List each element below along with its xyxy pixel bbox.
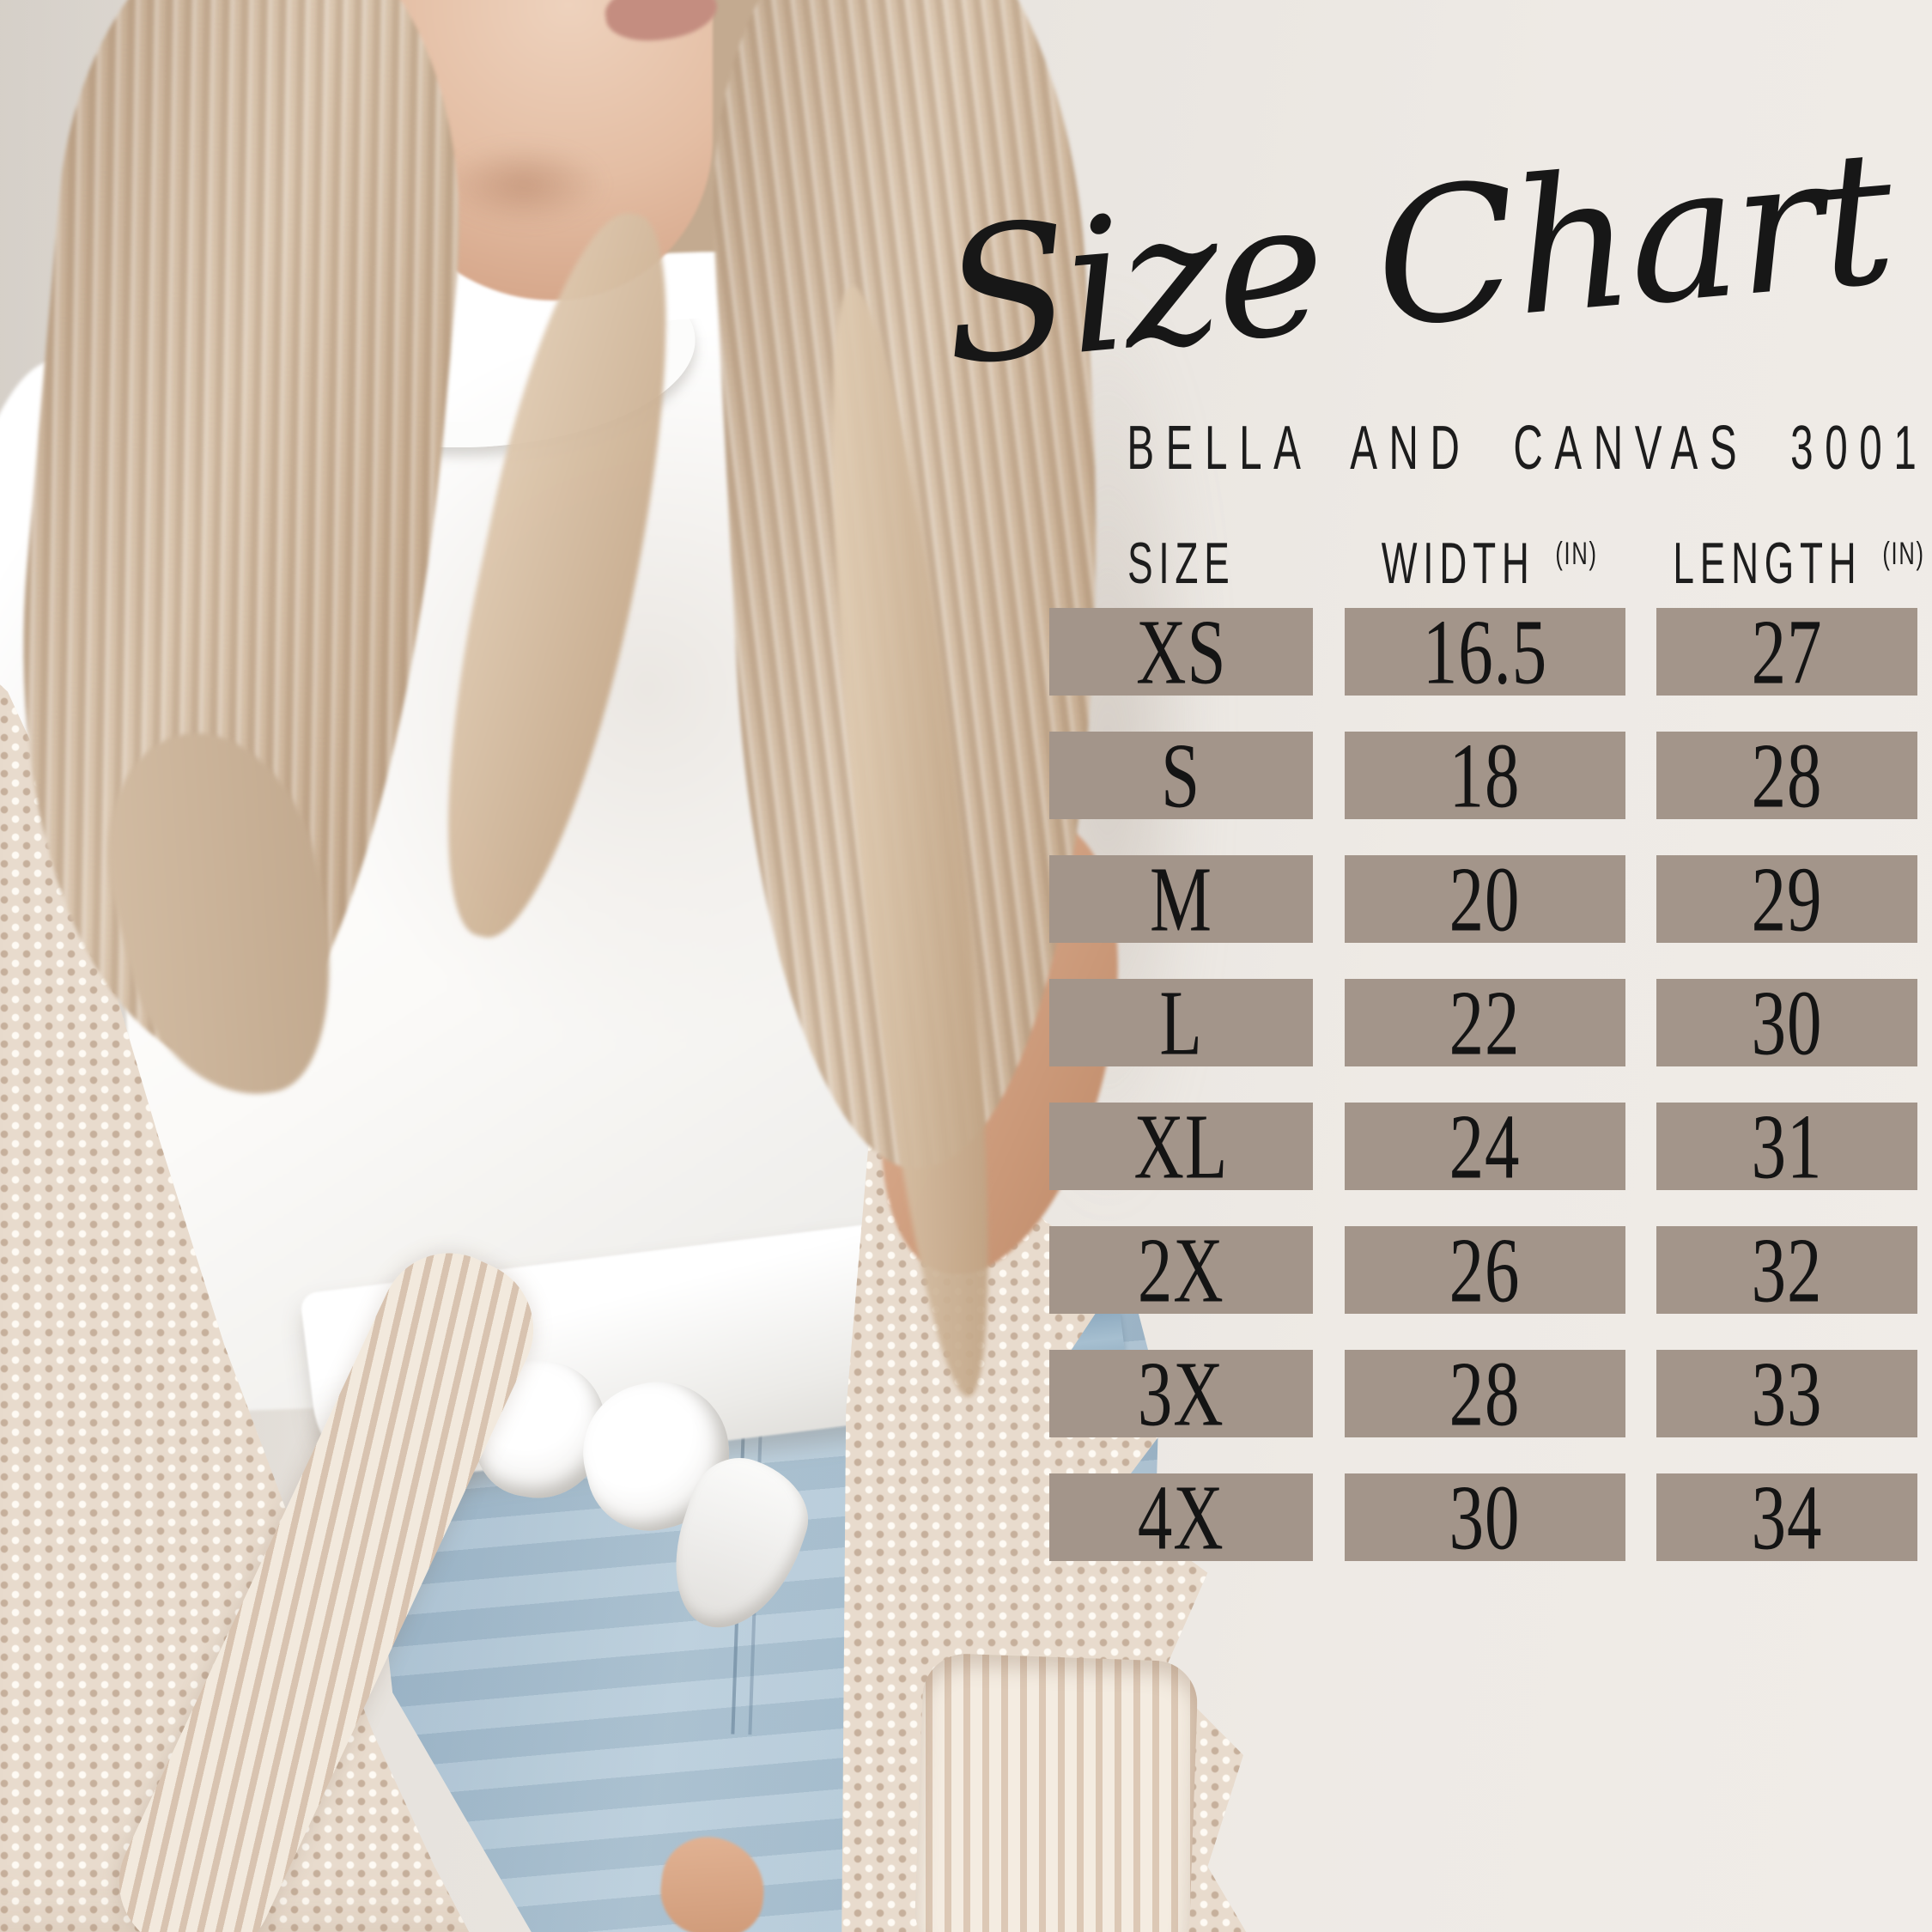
column-header-label: SIZE bbox=[1127, 532, 1236, 597]
length-cell: 33 bbox=[1656, 1342, 1917, 1445]
size-table: SIZE WIDTH (IN) LENGTH (IN) XS 16.5 27 S … bbox=[1049, 532, 1923, 1597]
size-value: 4X bbox=[1138, 1465, 1224, 1570]
column-header-width: WIDTH (IN) bbox=[1345, 532, 1625, 598]
column-header-label: LENGTH bbox=[1673, 532, 1862, 597]
table-row: M 20 29 bbox=[1049, 848, 1917, 951]
column-header-size: SIZE bbox=[1049, 532, 1313, 598]
length-cell: 27 bbox=[1656, 600, 1917, 703]
size-value: 2X bbox=[1138, 1218, 1224, 1322]
size-cell: 4X bbox=[1049, 1466, 1313, 1569]
size-value: M bbox=[1150, 847, 1212, 951]
width-cell: 26 bbox=[1344, 1218, 1625, 1321]
table-row: L 22 30 bbox=[1049, 971, 1917, 1074]
table-row: S 18 28 bbox=[1049, 724, 1917, 827]
size-cell: XL bbox=[1049, 1095, 1313, 1198]
size-cell: L bbox=[1049, 971, 1313, 1074]
column-header-unit: (IN) bbox=[1882, 536, 1925, 572]
page-title: Size Chart bbox=[935, 59, 1899, 457]
width-cell: 18 bbox=[1344, 724, 1625, 827]
column-header-label: WIDTH bbox=[1381, 532, 1535, 597]
subtitle-text: BELLA AND CANVAS 3001 bbox=[1127, 411, 1929, 483]
column-header-length: LENGTH (IN) bbox=[1656, 532, 1923, 598]
length-cell: 29 bbox=[1656, 848, 1917, 951]
size-value: 3X bbox=[1138, 1341, 1224, 1446]
size-cell: XS bbox=[1049, 600, 1313, 703]
length-cell: 28 bbox=[1656, 724, 1917, 827]
width-value: 24 bbox=[1449, 1094, 1521, 1199]
length-value: 31 bbox=[1751, 1094, 1823, 1199]
size-value: S bbox=[1161, 723, 1201, 828]
table-row: 4X 30 34 bbox=[1049, 1466, 1917, 1569]
length-cell: 30 bbox=[1656, 971, 1917, 1074]
table-row: XS 16.5 27 bbox=[1049, 600, 1917, 703]
width-value: 18 bbox=[1449, 723, 1521, 828]
subtitle: BELLA AND CANVAS 3001 bbox=[1056, 412, 1917, 483]
table-header-row: SIZE WIDTH (IN) LENGTH (IN) bbox=[1049, 532, 1923, 608]
length-value: 34 bbox=[1751, 1465, 1823, 1570]
size-cell: S bbox=[1049, 724, 1313, 827]
size-cell: 3X bbox=[1049, 1342, 1313, 1445]
length-value: 27 bbox=[1751, 599, 1823, 704]
width-value: 22 bbox=[1449, 970, 1521, 1075]
length-value: 29 bbox=[1751, 847, 1823, 951]
table-row: 2X 26 32 bbox=[1049, 1218, 1917, 1321]
size-value: XL bbox=[1133, 1094, 1229, 1199]
table-row: XL 24 31 bbox=[1049, 1095, 1917, 1198]
page-title-text: Size Chart bbox=[934, 108, 1899, 407]
width-value: 16.5 bbox=[1422, 599, 1547, 704]
width-value: 20 bbox=[1449, 847, 1521, 951]
length-cell: 31 bbox=[1656, 1095, 1917, 1198]
size-cell: M bbox=[1049, 848, 1313, 951]
size-cell: 2X bbox=[1049, 1218, 1313, 1321]
width-cell: 30 bbox=[1344, 1466, 1625, 1569]
width-value: 30 bbox=[1449, 1465, 1521, 1570]
length-value: 30 bbox=[1751, 970, 1823, 1075]
size-value: XS bbox=[1135, 599, 1227, 704]
length-value: 28 bbox=[1751, 723, 1823, 828]
width-cell: 16.5 bbox=[1344, 600, 1625, 703]
width-value: 28 bbox=[1449, 1341, 1521, 1446]
length-value: 32 bbox=[1751, 1218, 1823, 1322]
width-cell: 20 bbox=[1344, 848, 1625, 951]
size-value: L bbox=[1159, 970, 1203, 1075]
length-value: 33 bbox=[1751, 1341, 1823, 1446]
length-cell: 32 bbox=[1656, 1218, 1917, 1321]
table-row: 3X 28 33 bbox=[1049, 1342, 1917, 1445]
width-cell: 24 bbox=[1344, 1095, 1625, 1198]
width-value: 26 bbox=[1449, 1218, 1521, 1322]
length-cell: 34 bbox=[1656, 1466, 1917, 1569]
column-header-unit: (IN) bbox=[1555, 536, 1599, 572]
width-cell: 28 bbox=[1344, 1342, 1625, 1445]
width-cell: 22 bbox=[1344, 971, 1625, 1074]
